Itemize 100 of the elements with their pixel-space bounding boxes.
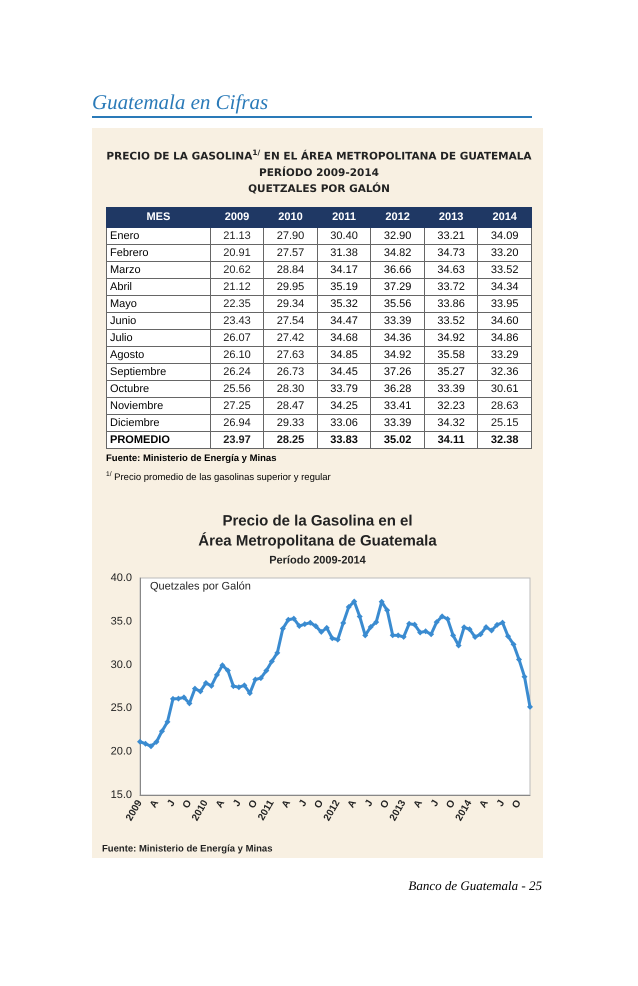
data-label: 25.56 — [210, 380, 264, 397]
data-label: 33.95 — [478, 295, 532, 312]
data-label: 33.06 — [317, 414, 371, 431]
data-label: 26.94 — [210, 414, 264, 431]
x-tick-label: 2009 — [210, 207, 264, 227]
x-tick-label: O — [246, 798, 260, 810]
data-label: 29.34 — [264, 295, 318, 312]
data-label: 33.39 — [424, 380, 478, 397]
data-label: 25.15 — [478, 414, 532, 431]
data-label: 26.24 — [210, 363, 264, 380]
data-label: 36.66 — [370, 261, 424, 278]
y-tick-label: 15.0 — [110, 789, 132, 801]
chart-title: Precio de la Gasolina en el Área Metropolitana de Guatemala — [198, 512, 438, 550]
x-tick-label: O — [378, 798, 392, 810]
data-label: 34.86 — [478, 329, 532, 346]
data-label: 34.47 — [317, 312, 371, 329]
data-label: 21.13 — [210, 227, 264, 244]
y-tick-label: Junio — [106, 312, 210, 329]
data-label: 27.54 — [264, 312, 318, 329]
y-tick-label: Marzo — [106, 261, 210, 278]
data-label: 33.86 — [424, 295, 478, 312]
x-tick-label: J — [297, 798, 310, 809]
x-tick-label: O — [180, 798, 194, 810]
data-label: 34.36 — [370, 329, 424, 346]
y-tick-label: Mayo — [106, 295, 210, 312]
y-tick-label: Agosto — [106, 346, 210, 363]
data-label: 30.40 — [317, 227, 371, 244]
data-label: 34.45 — [317, 363, 371, 380]
data-label: 34.17 — [317, 261, 371, 278]
data-label: 33.39 — [370, 414, 424, 431]
data-label: 33.20 — [478, 244, 532, 261]
chart-subtitle: Período 2009-2014 — [269, 554, 367, 566]
data-label: 33.83 — [317, 431, 371, 448]
y-tick-label: Octubre — [106, 380, 210, 397]
data-label: 34.92 — [424, 329, 478, 346]
x-tick-label: A — [214, 798, 228, 810]
data-label: 27.63 — [264, 346, 318, 363]
data-label: 29.95 — [264, 278, 318, 295]
data-label: 37.29 — [370, 278, 424, 295]
y-axis-title: MES — [106, 207, 210, 227]
data-label: 34.63 — [424, 261, 478, 278]
x-tick-label: O — [510, 798, 524, 810]
data-label: 32.90 — [370, 227, 424, 244]
data-label: 35.27 — [424, 363, 478, 380]
x-tick-label: O — [444, 798, 458, 810]
x-tick-label: A — [412, 798, 425, 810]
y-axis-title: Quetzales por Galón — [150, 580, 251, 592]
x-tick-label: 2010 — [264, 207, 318, 227]
chart-title: PRECIO DE LA GASOLINA$^{1/}$ EN EL ÁREA METROPOLITANA DE GUATEMALA — [106, 147, 532, 164]
data-label: 33.41 — [370, 397, 424, 414]
y-tick-label: 35.0 — [110, 615, 132, 628]
x-tick-label: 2012 — [370, 207, 424, 227]
data-label: 28.84 — [264, 261, 318, 278]
data-label: 35.58 — [424, 346, 478, 363]
data-label: 30.61 — [478, 380, 532, 397]
data-label: 34.34 — [478, 278, 532, 295]
data-label: 26.73 — [264, 363, 318, 380]
data-label: 27.90 — [264, 227, 318, 244]
data-label: 27.57 — [264, 244, 318, 261]
data-label: 34.09 — [478, 227, 532, 244]
x-tick-label: 2011 — [317, 207, 371, 227]
y-tick-label: Julio — [106, 329, 210, 346]
data-label: 28.63 — [478, 397, 532, 414]
data-label: 36.28 — [370, 380, 424, 397]
data-label: 34.82 — [370, 244, 424, 261]
y-tick-label: 40.0 — [110, 572, 132, 584]
x-tick-label: J — [429, 798, 442, 809]
data-label: 34.68 — [317, 329, 371, 346]
data-label: 26.10 — [210, 346, 264, 363]
data-label: 28.30 — [264, 380, 318, 397]
data-label: 35.32 — [317, 295, 371, 312]
data-label: 26.07 — [210, 329, 264, 346]
data-label: 34.73 — [424, 244, 478, 261]
data-label: 29.33 — [264, 414, 318, 431]
source-note: Fuente: Ministerio de Energía y Minas — [106, 452, 278, 464]
data-label: 23.97 — [210, 431, 264, 448]
data-label: 34.25 — [317, 397, 371, 414]
data-label: 33.21 — [424, 227, 478, 244]
y-tick-label: Septiembre — [106, 363, 210, 380]
text: Guatemala en Cifras — [92, 90, 268, 115]
y-tick-label: Diciembre — [106, 414, 210, 431]
data-label: 27.25 — [210, 397, 264, 414]
x-tick-label: O — [312, 798, 326, 810]
x-tick-label: J — [165, 798, 178, 809]
x-tick-label: J — [231, 798, 244, 809]
y-tick-label: 20.0 — [110, 746, 132, 758]
y-tick-label: Noviembre — [106, 397, 210, 414]
data-label: 34.32 — [424, 414, 478, 431]
data-label: 34.11 — [424, 431, 478, 448]
data-label: 35.56 — [370, 295, 424, 312]
data-label: 28.25 — [264, 431, 318, 448]
x-tick-label: J — [363, 798, 376, 809]
data-label: 21.12 — [210, 278, 264, 295]
y-tick-label: Abril — [106, 278, 210, 295]
data-label: 34.85 — [317, 346, 371, 363]
data-label: 22.35 — [210, 295, 264, 312]
x-tick-label: A — [280, 798, 294, 810]
chart-subtitle: PERÍODO 2009-2014 QUETZALES POR GALÓN — [247, 165, 391, 196]
data-label: 20.62 — [210, 261, 264, 278]
data-label: 32.36 — [478, 363, 532, 380]
